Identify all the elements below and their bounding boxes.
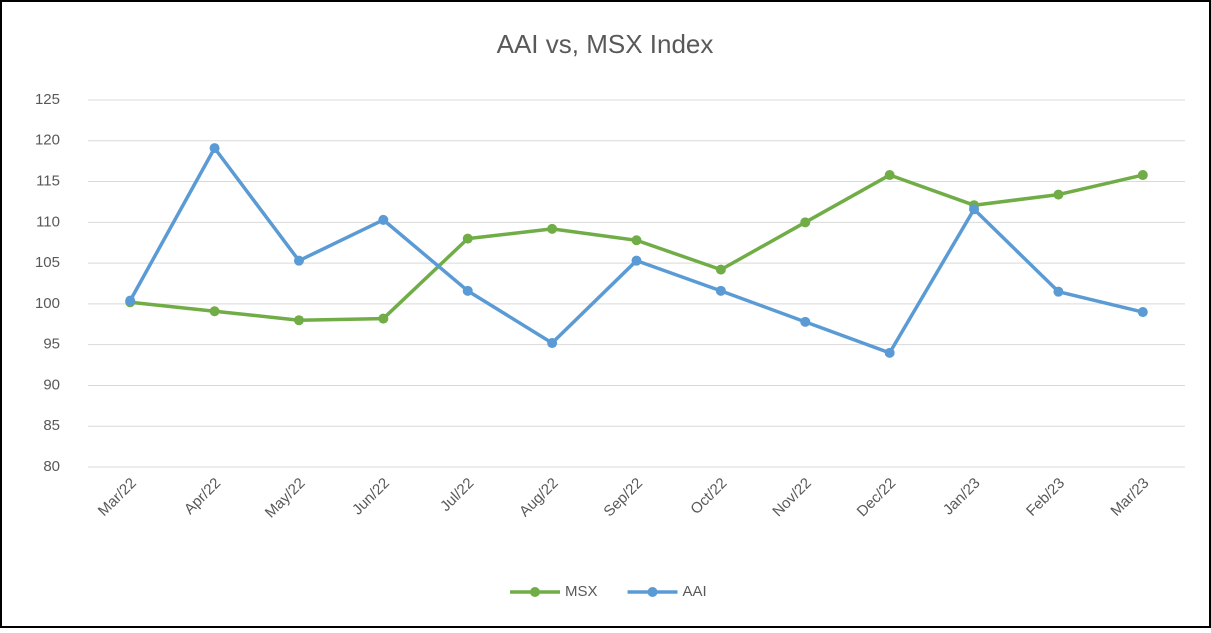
y-tick-label: 80 [43, 458, 60, 475]
y-tick-label: 115 [36, 173, 60, 190]
point [547, 338, 558, 349]
y-tick-label: 120 [35, 132, 60, 149]
point [715, 264, 726, 275]
y-tick-label: 105 [35, 254, 60, 271]
point [125, 295, 136, 306]
point [884, 347, 895, 358]
legend-marker [530, 587, 540, 597]
y-tick-label: 85 [43, 417, 60, 434]
y-tick-label: 95 [43, 336, 60, 353]
legend-label: AAI [683, 583, 707, 600]
point [884, 170, 895, 181]
point [293, 255, 304, 266]
point [547, 223, 558, 234]
point [293, 315, 304, 326]
point [631, 255, 642, 266]
point [209, 143, 220, 154]
y-tick-label: 110 [36, 213, 60, 230]
legend-marker [647, 587, 658, 597]
point [378, 313, 389, 324]
point [209, 306, 220, 317]
chart-title: AAI vs, MSX Index [497, 29, 714, 59]
y-tick-label: 90 [43, 376, 60, 393]
point [800, 217, 811, 228]
point [378, 214, 389, 225]
y-tick-label: 125 [35, 91, 60, 108]
y-tick-label: 100 [35, 295, 60, 312]
point [1053, 189, 1064, 200]
legend-label: MSX [565, 583, 598, 600]
point [631, 235, 642, 246]
point [800, 316, 811, 327]
point [462, 233, 473, 244]
point [462, 285, 473, 296]
point [969, 204, 980, 215]
point [715, 285, 726, 296]
point [1137, 307, 1148, 318]
point [1137, 170, 1148, 181]
point [1053, 286, 1064, 297]
